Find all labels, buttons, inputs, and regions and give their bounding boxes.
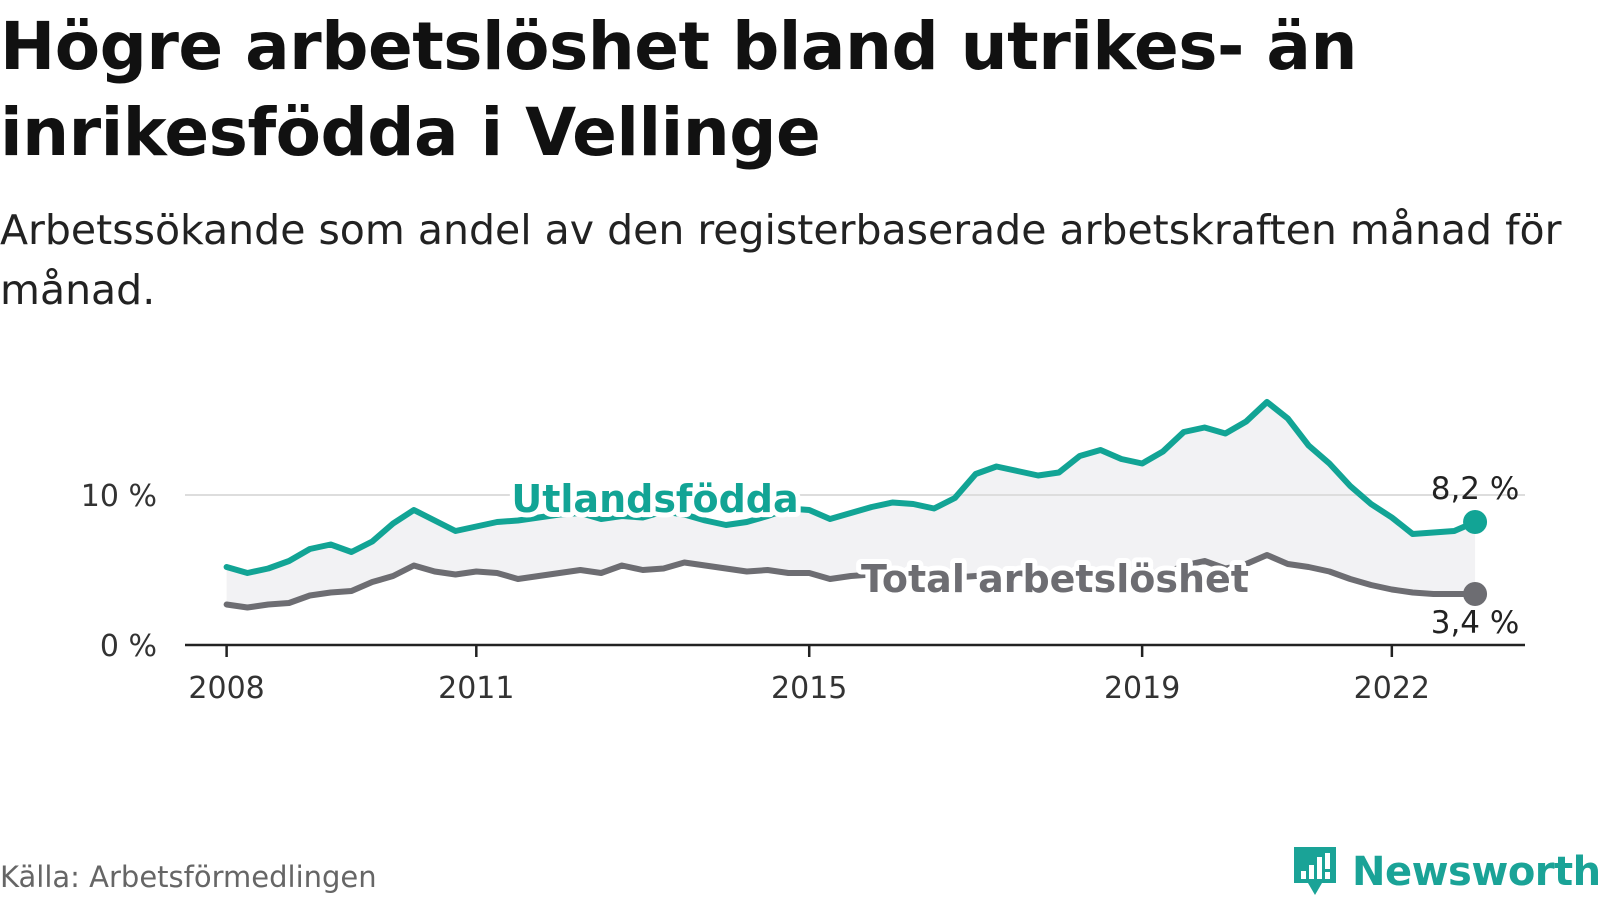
bar-chart-logo-icon	[1294, 847, 1336, 895]
y-tick-label: 10 %	[81, 479, 157, 514]
series-line-total	[223, 552, 1479, 611]
series-line-utlandsfodda	[223, 399, 1479, 576]
x-tick-label: 2011	[438, 671, 514, 706]
brand-logo: Newsworthy	[1290, 840, 1600, 904]
series-label-utlandsfodda: Utlandsfödda	[511, 477, 798, 521]
x-tick-label: 2015	[771, 671, 847, 706]
chart-title: Högre arbetslöshet bland utrikes- än inr…	[0, 8, 1357, 171]
chart-subtitle: Arbetssökande som andel av den registerb…	[0, 206, 1562, 314]
x-tick-label: 2008	[188, 671, 264, 706]
end-point-total	[1463, 582, 1488, 606]
line-chart: 0 % 10 % 2008 2011 2015 2019 2022 Utlandsfödda T…	[81, 399, 1525, 706]
x-tick-label: 2019	[1104, 671, 1180, 706]
series-label-total: Total arbetslöshet	[861, 557, 1249, 601]
end-point-utlandsfodda	[1463, 510, 1488, 534]
y-tick-label: 0 %	[100, 629, 157, 664]
end-value-label-utlandsfodda: 8,2 %	[1431, 471, 1520, 507]
x-tick-label: 2022	[1354, 671, 1430, 706]
brand-name: Newsworthy	[1352, 849, 1600, 895]
source-note: Källa: Arbetsförmedlingen	[0, 860, 377, 894]
end-value-label-total: 3,4 %	[1431, 605, 1520, 641]
